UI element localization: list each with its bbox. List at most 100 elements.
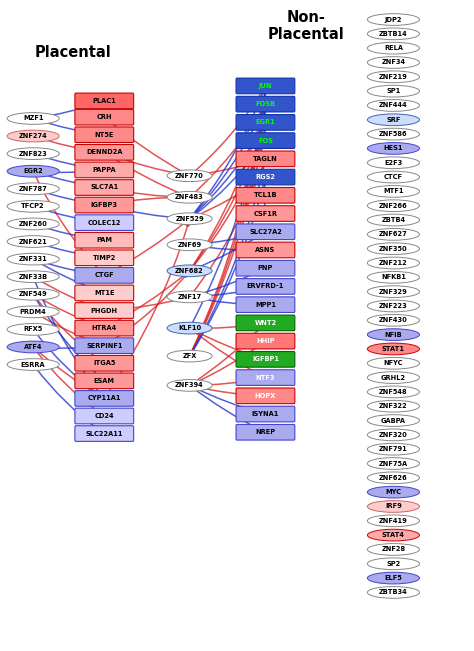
Ellipse shape [7,113,59,124]
Text: ZNF34: ZNF34 [382,59,405,66]
Text: Placental: Placental [35,44,112,60]
Ellipse shape [367,544,419,555]
FancyBboxPatch shape [75,355,134,371]
Text: ZFX: ZFX [182,353,197,359]
Ellipse shape [367,85,419,97]
Ellipse shape [367,472,419,484]
Text: CRH: CRH [97,114,112,120]
Ellipse shape [367,143,419,154]
Ellipse shape [167,191,212,203]
FancyBboxPatch shape [75,426,134,441]
Text: NFIB: NFIB [384,331,402,338]
FancyBboxPatch shape [75,320,134,336]
Ellipse shape [7,165,59,177]
Ellipse shape [7,236,59,247]
Text: ZNF586: ZNF586 [379,131,408,137]
Ellipse shape [7,218,59,230]
Ellipse shape [367,400,419,412]
Text: HHIP: HHIP [256,338,275,344]
Ellipse shape [367,486,419,498]
Ellipse shape [367,386,419,398]
FancyBboxPatch shape [236,96,295,112]
FancyBboxPatch shape [236,151,295,167]
Text: NREP: NREP [255,429,275,436]
Text: TCL1B: TCL1B [254,192,277,199]
Text: ZNF223: ZNF223 [379,303,408,309]
FancyBboxPatch shape [75,215,134,230]
Text: TAGLN: TAGLN [253,156,278,162]
Text: NTF3: NTF3 [255,374,275,381]
Ellipse shape [167,265,212,277]
Text: SERPINF1: SERPINF1 [86,342,123,349]
FancyBboxPatch shape [236,352,295,367]
Text: FOS: FOS [258,137,273,144]
Text: GABPA: GABPA [381,417,406,424]
Text: CSF1R: CSF1R [254,210,277,217]
Ellipse shape [367,515,419,527]
FancyBboxPatch shape [236,297,295,312]
Text: ZNF444: ZNF444 [379,102,408,109]
Ellipse shape [7,271,59,283]
Text: CTCF: CTCF [384,174,403,180]
Text: ESAM: ESAM [94,378,115,384]
Text: ZNF430: ZNF430 [379,317,408,324]
Ellipse shape [367,100,419,111]
Text: CD24: CD24 [94,413,114,419]
Ellipse shape [167,322,212,334]
Text: ZBTB14: ZBTB14 [379,31,408,37]
FancyBboxPatch shape [75,162,134,178]
Text: ZNF69: ZNF69 [178,242,201,248]
Text: ESRRA: ESRRA [21,361,46,368]
Text: PAPPA: PAPPA [92,167,116,173]
Ellipse shape [7,341,59,353]
Ellipse shape [7,306,59,318]
Ellipse shape [367,229,419,240]
Text: ZNF260: ZNF260 [19,221,47,227]
FancyBboxPatch shape [236,424,295,440]
FancyBboxPatch shape [75,93,134,109]
Ellipse shape [367,300,419,312]
Text: SLC22A11: SLC22A11 [85,430,123,437]
Text: STAT1: STAT1 [382,346,405,352]
Text: ZNF274: ZNF274 [19,133,47,139]
FancyBboxPatch shape [236,115,295,130]
Text: ISYNA1: ISYNA1 [252,411,279,417]
Text: COLEC12: COLEC12 [88,219,121,226]
FancyBboxPatch shape [236,224,295,240]
Ellipse shape [7,324,59,335]
Ellipse shape [367,186,419,197]
Text: KLF10: KLF10 [178,325,201,331]
Ellipse shape [167,291,212,303]
Ellipse shape [367,42,419,54]
Ellipse shape [367,257,419,269]
Text: JUN: JUN [259,83,272,89]
Ellipse shape [7,201,59,212]
Ellipse shape [367,372,419,383]
Text: ASNS: ASNS [255,247,275,253]
Text: ZNF419: ZNF419 [379,518,408,524]
Text: ZNF626: ZNF626 [379,475,408,481]
Text: NFKB1: NFKB1 [381,274,406,281]
Text: SP1: SP1 [386,88,401,94]
Ellipse shape [367,343,419,355]
Text: PLAC1: PLAC1 [92,98,116,104]
Text: ZNF329: ZNF329 [379,288,408,295]
FancyBboxPatch shape [236,279,295,294]
FancyBboxPatch shape [75,145,134,160]
Text: ZNF320: ZNF320 [379,432,408,438]
Ellipse shape [367,286,419,298]
FancyBboxPatch shape [75,268,134,283]
Ellipse shape [367,329,419,340]
Text: STAT4: STAT4 [382,532,405,538]
Text: PAM: PAM [96,237,112,243]
Ellipse shape [167,350,212,362]
Ellipse shape [367,14,419,25]
Ellipse shape [167,213,212,225]
Ellipse shape [7,130,59,142]
Ellipse shape [367,243,419,255]
Text: SLC7A1: SLC7A1 [90,184,118,191]
Text: NT5E: NT5E [95,132,114,138]
FancyBboxPatch shape [75,127,134,143]
Ellipse shape [367,28,419,40]
Text: ZNF322: ZNF322 [379,403,408,409]
